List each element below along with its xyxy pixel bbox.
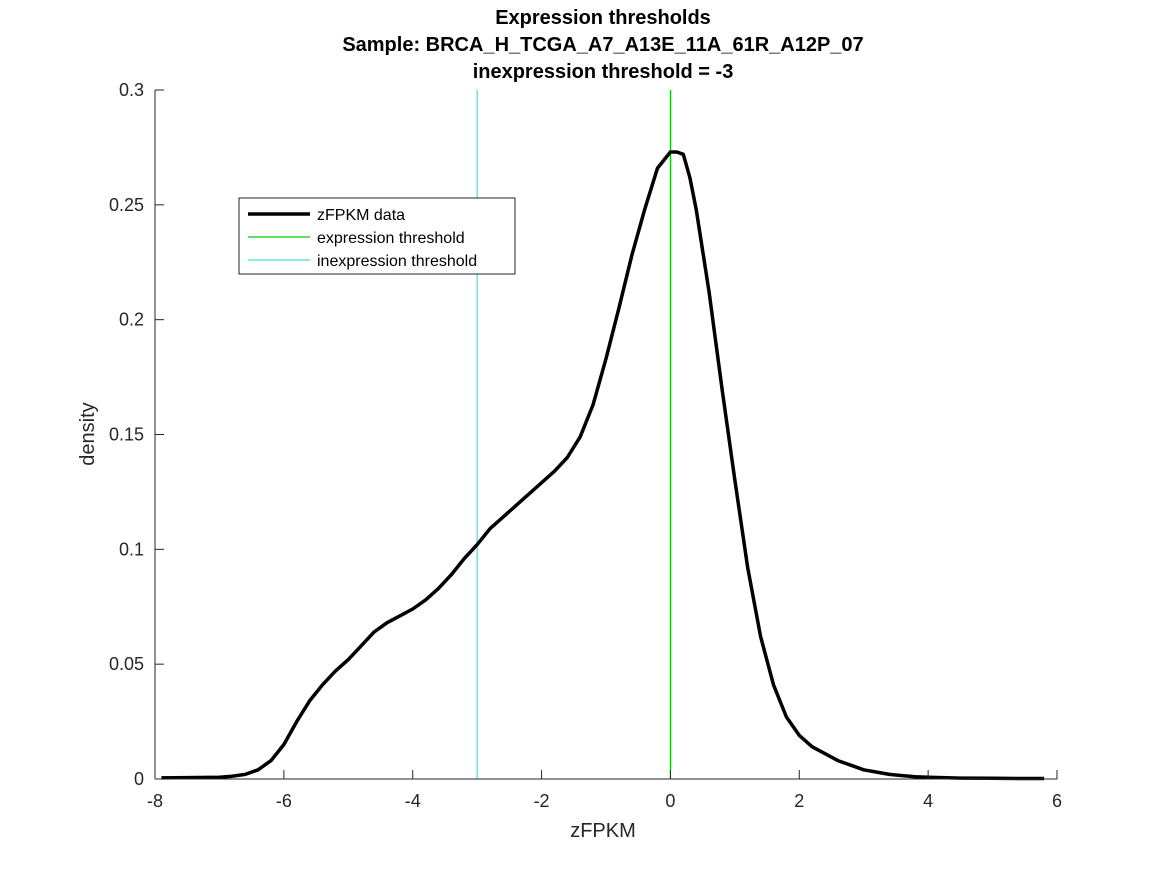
x-tick-label: 2 [794, 791, 804, 811]
x-tick-label: -2 [534, 791, 550, 811]
y-ticks: 0 0.05 0.1 0.15 0.2 0.25 0.3 [109, 80, 164, 789]
y-tick-label: 0.25 [109, 195, 144, 215]
x-ticks: -8 -6 -4 -2 0 2 4 6 [147, 770, 1062, 811]
y-axis-label: density [77, 402, 99, 465]
chart-title: Expression thresholds Sample: BRCA_H_TCG… [342, 7, 863, 83]
legend-label: zFPKM data [317, 207, 405, 224]
chart-title-line-3: inexpression threshold = -3 [473, 61, 734, 83]
axes [154, 90, 1057, 780]
legend-label: expression threshold [317, 230, 465, 247]
y-tick-label: 0.3 [119, 80, 144, 100]
x-tick-label: 4 [923, 791, 933, 811]
threshold-lines [476, 90, 672, 779]
density-curve [161, 150, 1045, 781]
legend-label: inexpression threshold [317, 253, 477, 270]
y-tick-label: 0.1 [119, 539, 144, 559]
x-tick-label: 6 [1052, 791, 1062, 811]
data-series [161, 150, 1045, 781]
x-axis-label: zFPKM [570, 820, 636, 842]
legend: zFPKM data expression threshold inexpressi… [238, 197, 516, 275]
x-tick-label: -4 [405, 791, 421, 811]
x-tick-label: 0 [665, 791, 675, 811]
chart-title-line-2: Sample: BRCA_H_TCGA_A7_A13E_11A_61R_A12P… [342, 34, 863, 56]
y-tick-label: 0.05 [109, 654, 144, 674]
x-tick-label: -6 [276, 791, 292, 811]
chart-title-line-1: Expression thresholds [495, 7, 711, 29]
y-tick-label: 0.15 [109, 425, 144, 445]
legend-box [238, 197, 516, 275]
y-tick-label: 0 [134, 769, 144, 789]
y-tick-label: 0.2 [119, 310, 144, 330]
x-tick-label: -8 [147, 791, 163, 811]
